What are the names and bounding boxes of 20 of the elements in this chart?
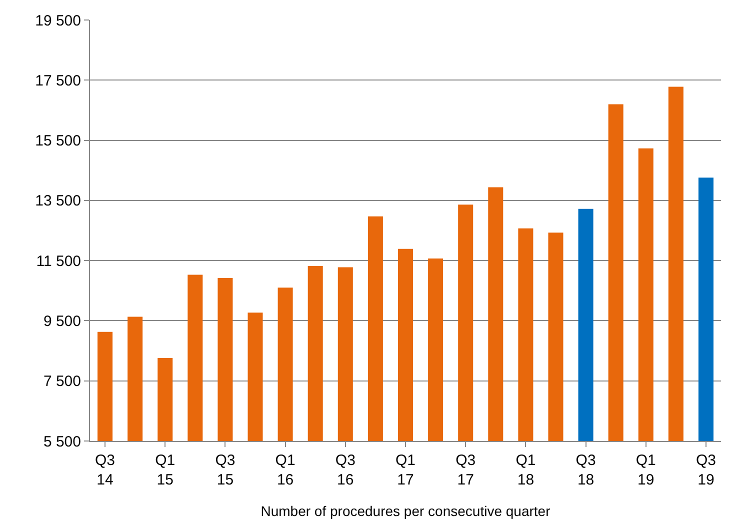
x-tick-label: Q3 14 [95,452,116,488]
y-tick-label: 19 500 [35,12,81,30]
y-tick-label: 13 500 [35,192,81,210]
x-tick-label: Q3 15 [215,452,236,488]
y-tick-label: 11 500 [36,252,81,270]
y-tick-label: 9 500 [43,312,81,330]
x-tick-label: Q1 18 [516,452,536,488]
x-tick-label: Q3 16 [335,452,356,488]
x-tick-label: Q3 17 [456,452,476,488]
x-tick-label: Q1 16 [275,452,296,488]
x-tick-label: Q1 15 [155,452,176,488]
x-axis-title: Number of procedures per consecutive quarter [260,502,551,519]
x-tick-label: Q3 18 [576,452,596,488]
x-tick-label: Q1 17 [395,452,416,488]
x-tick-label: Q1 19 [636,452,656,488]
y-tick-label: 5 500 [43,433,81,450]
y-tick-label: 17 500 [35,72,81,90]
x-tick-label: Q3 19 [696,452,716,488]
y-tick-label: 7 500 [43,373,81,390]
y-tick-label: 15 500 [35,132,81,150]
